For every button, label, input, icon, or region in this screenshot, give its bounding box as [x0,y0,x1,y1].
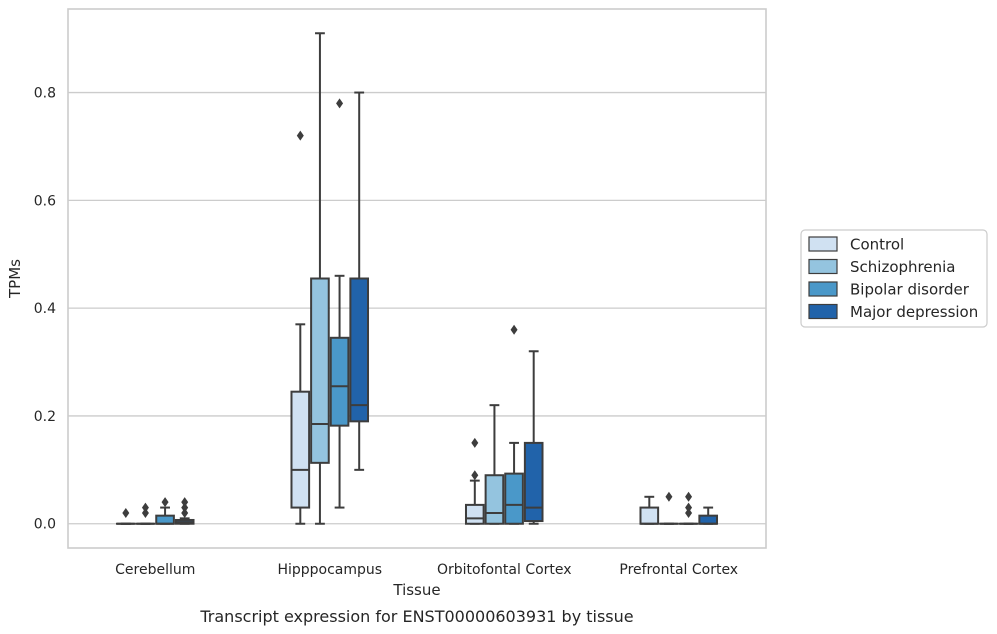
box-body [484,474,505,525]
box-1-2 [135,502,156,525]
legend-swatch [808,281,838,297]
outlier-point [296,130,304,141]
box-4-1 [639,495,660,525]
box-3-2 [484,404,505,525]
legend-swatch [808,236,838,252]
outlier-point [471,437,479,448]
y-tick-labels: 0.0 0.2 0.4 0.6 0.8 [34,86,56,533]
legend-label: Control [850,236,904,254]
outlier-point [336,98,344,109]
outlier-point [471,470,479,481]
box-4-2 [659,491,679,525]
box-1-3 [155,497,175,525]
box-4-3 [678,491,699,525]
box-body [290,390,311,509]
box-1-4 [174,497,195,525]
legend-swatch [808,303,838,320]
legend: Control Schizophrenia Bipolar disorder Majo… [800,229,988,328]
plot-area [67,8,767,549]
boxes [115,32,719,525]
y-tick-label: 0.2 [34,409,56,425]
outlier-point [181,507,189,518]
box-body [310,277,330,464]
box-4-4 [698,506,719,525]
x-tick-label: Hipppocampus [277,562,382,578]
box-body [523,441,544,523]
box-3-4 [523,350,544,525]
box-2-4 [349,91,370,471]
outlier-point [141,507,149,518]
x-tick-label: Prefrontal Cortex [619,562,738,578]
box-3-1 [464,437,485,525]
outlier-point [161,497,169,508]
box-body [349,277,370,423]
legend-label: Schizophrenia [850,258,955,276]
y-tick-label: 0.6 [34,193,56,209]
y-tick-label: 0.4 [34,301,56,317]
outlier-point [685,491,693,502]
box-2-3 [329,98,350,509]
y-tick-label: 0.8 [34,86,56,102]
x-tick-label: Cerebellum [115,562,195,578]
box-body [329,336,350,427]
x-tick-label: Orbitofontal Cortex [437,562,572,578]
outlier-point [685,507,693,518]
box-2-2 [310,32,330,525]
chart-caption: Transcript expression for ENST0000060393… [199,607,633,626]
box-body [155,514,175,525]
x-tick-labels: Cerebellum Hipppocampus Orbitofontal Corte… [115,562,738,578]
legend-frame [800,229,988,328]
y-axis-label: TPMs [6,259,24,299]
box-body [698,514,719,525]
box-body [504,472,524,525]
legend-swatch [808,258,838,275]
box-1-1 [115,507,136,525]
box-body [639,506,660,525]
outlier-point [181,502,189,513]
outlier-point [181,497,189,508]
outlier-point [685,502,693,513]
box-2-1 [290,130,311,525]
outlier-point [122,507,130,518]
box-3-3 [504,324,524,525]
x-axis-label: Tissue [392,581,440,599]
y-tick-label: 0.0 [34,517,56,533]
outlier-point [141,502,149,513]
outlier-point [665,491,673,502]
box-body [464,503,485,525]
legend-label: Bipolar disorder [850,281,970,299]
outlier-point [510,324,518,335]
legend-label: Major depression [850,303,978,321]
